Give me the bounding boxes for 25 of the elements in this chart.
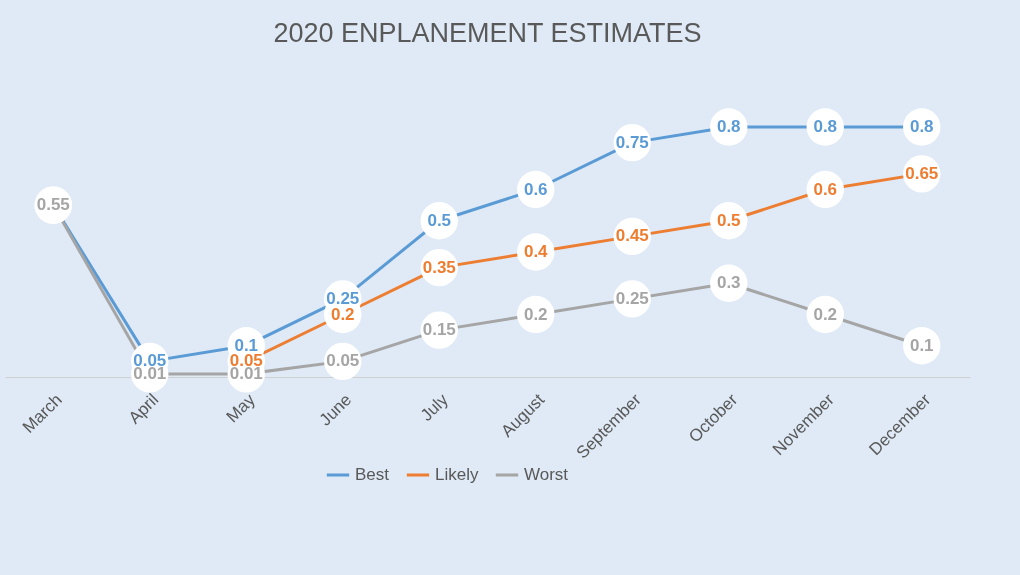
data-label: 0.5 (716, 210, 741, 230)
data-label: 0.65 (905, 163, 939, 183)
data-label: 0.5 (427, 210, 452, 230)
data-label: 0.8 (813, 117, 838, 136)
data-label: 0.2 (813, 304, 838, 324)
data-label: 0.8 (909, 117, 934, 136)
data-label: 0.3 (716, 273, 741, 293)
data-label: 0.2 (523, 304, 548, 324)
data-label: 0.35 (422, 257, 456, 277)
data-label: 0.05 (326, 351, 360, 371)
x-tick-label: July (416, 389, 453, 425)
data-label: 0.4 (523, 242, 549, 261)
data-label: 0.25 (615, 288, 649, 308)
legend-label: Best (355, 465, 390, 484)
legend-label: Likely (435, 465, 479, 484)
chart-title: 2020 ENPLANEMENT ESTIMATES (273, 18, 702, 49)
data-label: 0.6 (813, 179, 838, 199)
data-label: 0.55 (36, 195, 70, 215)
data-label: 0.75 (615, 132, 649, 152)
data-label: 0.6 (523, 179, 548, 199)
data-label: 0.45 (615, 226, 649, 246)
legend-label: Worst (524, 465, 569, 484)
data-label: 0.15 (422, 320, 456, 340)
data-label: 0.1 (909, 335, 934, 355)
data-label: 0.8 (716, 117, 741, 136)
